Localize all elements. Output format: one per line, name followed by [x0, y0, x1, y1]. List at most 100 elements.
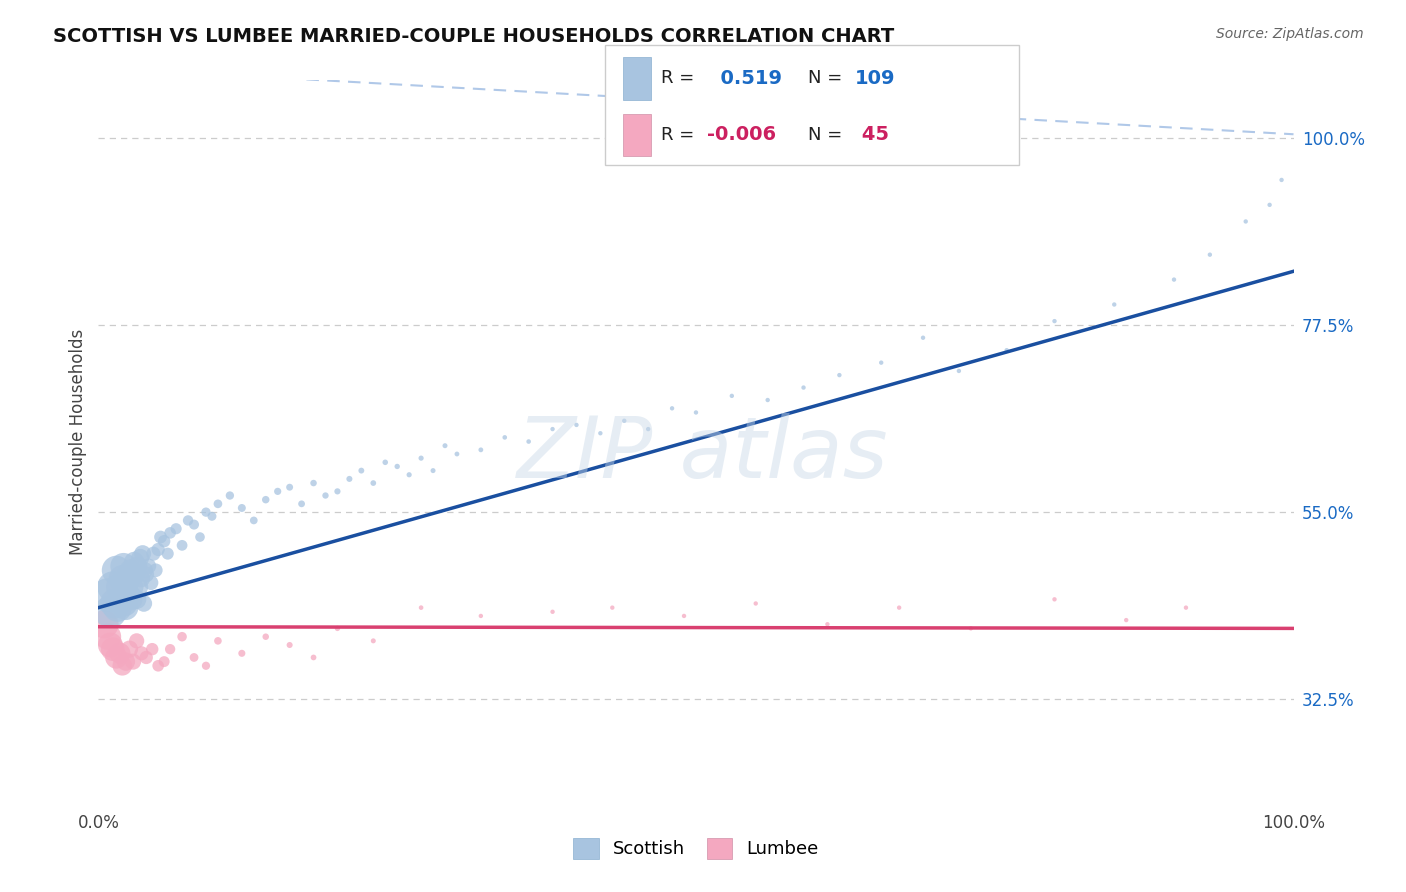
Text: SCOTTISH VS LUMBEE MARRIED-COUPLE HOUSEHOLDS CORRELATION CHART: SCOTTISH VS LUMBEE MARRIED-COUPLE HOUSEH…	[53, 27, 894, 45]
Point	[661, 401, 683, 416]
Point	[131, 547, 153, 561]
Point	[127, 559, 149, 574]
Point	[1163, 272, 1185, 286]
Text: -0.006: -0.006	[707, 126, 776, 145]
Point	[148, 542, 170, 557]
Point	[637, 422, 659, 436]
Point	[149, 530, 172, 544]
Point	[131, 646, 153, 660]
Point	[122, 655, 145, 669]
Point	[278, 480, 301, 494]
Point	[339, 472, 361, 486]
Point	[141, 642, 163, 657]
Point	[121, 592, 143, 607]
Point	[145, 563, 167, 577]
Point	[207, 497, 229, 511]
Point	[948, 364, 970, 378]
Point	[446, 447, 468, 461]
Point	[494, 430, 516, 444]
Point	[326, 484, 349, 499]
Point	[115, 575, 138, 590]
Point	[1043, 314, 1066, 328]
Point	[134, 563, 156, 577]
Point	[132, 597, 155, 611]
Point	[745, 597, 768, 611]
Point	[541, 605, 564, 619]
Point	[125, 592, 148, 607]
Point	[183, 650, 205, 665]
Point	[159, 642, 181, 657]
Point	[363, 633, 385, 648]
Point	[188, 530, 211, 544]
Point	[135, 650, 157, 665]
Point	[385, 459, 409, 474]
Point	[243, 513, 266, 527]
Point	[721, 389, 744, 403]
Point	[115, 655, 138, 669]
Point	[350, 464, 373, 478]
Point	[148, 658, 170, 673]
Point	[1271, 173, 1294, 187]
Point	[291, 497, 314, 511]
Point	[97, 630, 120, 644]
Point	[183, 517, 205, 532]
Point	[138, 559, 160, 574]
Point	[101, 580, 124, 594]
Point	[128, 580, 150, 594]
Point	[828, 368, 851, 383]
Point	[98, 605, 122, 619]
Point	[960, 621, 983, 635]
Point	[122, 580, 145, 594]
Text: 109: 109	[855, 69, 896, 87]
Point	[153, 534, 176, 549]
Point	[912, 331, 935, 345]
Y-axis label: Married-couple Households: Married-couple Households	[69, 328, 87, 555]
Point	[541, 422, 564, 436]
Point	[793, 380, 815, 394]
Point	[101, 642, 124, 657]
Text: 0.519: 0.519	[707, 69, 782, 87]
Text: N =: N =	[808, 70, 842, 87]
Text: 45: 45	[855, 126, 889, 145]
Point	[129, 550, 152, 565]
Point	[139, 575, 162, 590]
Point	[112, 559, 135, 574]
Point	[673, 609, 696, 624]
Text: R =: R =	[661, 126, 695, 144]
Point	[422, 464, 444, 478]
Point	[120, 563, 142, 577]
Point	[153, 655, 176, 669]
Point	[111, 658, 134, 673]
Point	[142, 547, 165, 561]
Point	[302, 650, 325, 665]
Point	[302, 476, 325, 491]
Point	[254, 630, 277, 644]
Point	[995, 343, 1018, 358]
Point	[165, 522, 187, 536]
Point	[219, 489, 242, 503]
Point	[756, 392, 779, 407]
Point	[231, 646, 253, 660]
Point	[172, 538, 194, 552]
Point	[111, 572, 134, 586]
Point	[105, 563, 128, 577]
Point	[1199, 248, 1222, 262]
Point	[114, 597, 136, 611]
Point	[124, 555, 146, 569]
Point	[1175, 600, 1198, 615]
Point	[1104, 297, 1126, 311]
Point	[817, 617, 839, 632]
Point	[207, 633, 229, 648]
Point	[374, 455, 396, 469]
Point	[1234, 214, 1257, 228]
Point	[411, 600, 433, 615]
Point	[172, 630, 194, 644]
Point	[326, 621, 349, 635]
Point	[115, 600, 138, 615]
Point	[278, 638, 301, 652]
Point	[195, 658, 218, 673]
Point	[117, 567, 139, 582]
Point	[470, 609, 492, 624]
Point	[125, 633, 148, 648]
Point	[398, 467, 420, 482]
